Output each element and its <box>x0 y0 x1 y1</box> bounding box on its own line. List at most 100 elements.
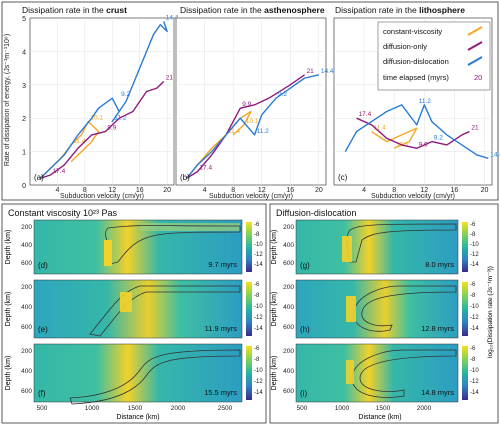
x-tick-label: 4 <box>203 187 207 194</box>
series-line-diffusion-only <box>186 74 305 179</box>
y-tick-label: 2 <box>22 116 26 123</box>
panel-lithosphere-title: Dissipation rate in the lithosphere <box>335 5 465 15</box>
data-label: 9.9 <box>107 125 116 132</box>
colorbar-tick: -6 <box>254 222 260 228</box>
legend-swatch <box>467 26 483 36</box>
data-label: 17.4 <box>199 165 212 172</box>
colorbar-ticks-left: -6 -8 -10 -12 -14 -6 -8 -10 -12 -14 -6 -… <box>254 222 263 396</box>
colorbars-right <box>462 222 468 400</box>
panel-e: (e) 11.9 myrs <box>33 279 243 339</box>
colorbar-tick: -12 <box>470 315 479 321</box>
colorbar-tick: -8 <box>254 232 260 238</box>
field-g <box>295 219 459 275</box>
depth-tick: 600 <box>283 324 294 331</box>
panel-crust: Dissipation rate in the crust 10.1 11.4 17… <box>22 5 179 200</box>
colorbar-tick: -6 <box>254 282 260 288</box>
depth-label: Depth (km) <box>271 292 278 327</box>
data-label: 9.2 <box>278 91 287 98</box>
y-tick-label: 1 <box>22 150 26 157</box>
legend-swatch <box>467 56 483 66</box>
y-tick-label: 3 <box>22 83 26 90</box>
panel-letter: (i) <box>300 389 307 398</box>
colorbar-tick: -14 <box>254 390 263 396</box>
panel-letter: (c) <box>338 173 348 182</box>
depth-tick: 400 <box>283 304 294 311</box>
slab-outline-e <box>89 285 241 337</box>
legend-label: constant-viscosity <box>383 27 442 36</box>
legend-label: time elapsed (myrs) <box>383 73 449 82</box>
panel-asthenosphere: Dissipation rate in the asthenosphere 10… <box>175 5 334 200</box>
distance-ticks-right: 500 1000 1500 2000 <box>297 405 432 412</box>
depth-tick: 400 <box>21 242 32 249</box>
colorbar <box>246 346 252 400</box>
bottom-left-figure: Constant viscosity 10²³ Pas (d) 9.7 myrs… <box>1 203 267 424</box>
field-e <box>33 279 243 339</box>
data-label: 11.4 <box>73 138 86 145</box>
panel-time: 14.8 myrs <box>421 388 454 397</box>
distance-tick: 1500 <box>128 405 143 412</box>
x-tick-label: 12 <box>108 187 116 194</box>
depth-tick: 200 <box>21 284 32 291</box>
depth-label: Depth (km) <box>5 292 12 327</box>
colorbar-label: log₁₀(Dissipation rate (Js⁻¹m⁻³)) <box>487 266 494 358</box>
colorbar <box>462 282 468 336</box>
panel-h: (h) 12.8 myrs <box>295 279 459 339</box>
data-label: 21 <box>471 125 479 132</box>
panel-time: 8.0 myrs <box>425 260 454 269</box>
colorbar <box>246 282 252 336</box>
colorbar-tick: -14 <box>470 326 479 332</box>
colorbar-tick: -6 <box>470 222 476 228</box>
colorbar-tick: -12 <box>254 315 263 321</box>
x-tick-label: 4 <box>55 187 59 194</box>
hot-zone-i <box>346 360 354 384</box>
data-label: 17.4 <box>53 168 66 175</box>
panel-i: (i) 14.8 myrs <box>295 343 459 403</box>
colorbar-tick: -14 <box>254 262 263 268</box>
colorbar-tick: -14 <box>254 326 263 332</box>
x-tick-label: 20 <box>481 187 489 194</box>
data-label: 9.9 <box>419 141 428 148</box>
colorbar-tick: -10 <box>254 242 263 248</box>
y-tick-label: 0 <box>22 183 26 190</box>
hot-zone-d <box>104 240 112 266</box>
right-title: Diffusion-dislocation <box>276 208 356 218</box>
x-tick-label: 12 <box>420 187 428 194</box>
legend-label: diffusion-only <box>383 42 427 51</box>
distance-tick: 2000 <box>417 405 432 412</box>
depth-tick: 600 <box>283 388 294 395</box>
colorbar-tick: -12 <box>254 252 263 258</box>
panel-letter: (a) <box>34 173 44 182</box>
colorbar-tick: -10 <box>254 304 263 310</box>
data-label: 10.1 <box>246 118 259 125</box>
x-axis-label: Subduction velocity (cm/yr) <box>209 193 293 200</box>
distance-tick: 500 <box>297 405 308 412</box>
y-axis-label: Rate of dissipation of energy, (Js⁻¹m⁻¹1… <box>4 34 11 166</box>
distance-tick: 2000 <box>171 405 186 412</box>
hot-zone-g <box>342 236 352 262</box>
panel-d: (d) 9.7 myrs <box>33 219 243 275</box>
depth-tick: 200 <box>21 224 32 231</box>
top-row: Rate of dissipation of energy, (Js⁻¹m⁻¹1… <box>1 1 500 201</box>
x-tick-label: 8 <box>392 187 396 194</box>
panel-crust-x-ticks: 4 8 12 16 20 <box>55 187 171 194</box>
data-label: 9.2 <box>121 91 130 98</box>
data-label: 14.4 <box>321 68 334 75</box>
data-label: 11.2 <box>257 128 270 135</box>
data-label: 11.4 <box>228 128 241 135</box>
colorbars-left <box>246 222 252 400</box>
data-label: 21 <box>307 68 315 75</box>
panel-letter: (g) <box>300 261 310 270</box>
depth-tick: 400 <box>21 368 32 375</box>
panel-time: 12.8 myrs <box>421 324 454 333</box>
series-line-diffusion-dislocation <box>186 74 320 179</box>
colorbar-tick: -10 <box>470 368 479 374</box>
x-tick-label: 8 <box>231 187 235 194</box>
colorbar <box>462 346 468 400</box>
x-tick-label: 8 <box>83 187 87 194</box>
slab-outline-h <box>353 285 457 332</box>
y-tick-label: 4 <box>22 49 26 56</box>
data-label: 9.2 <box>434 135 443 142</box>
colorbar-tick: -12 <box>254 379 263 385</box>
panel-asthenosphere-title: Dissipation rate in the asthenosphere <box>180 5 325 15</box>
